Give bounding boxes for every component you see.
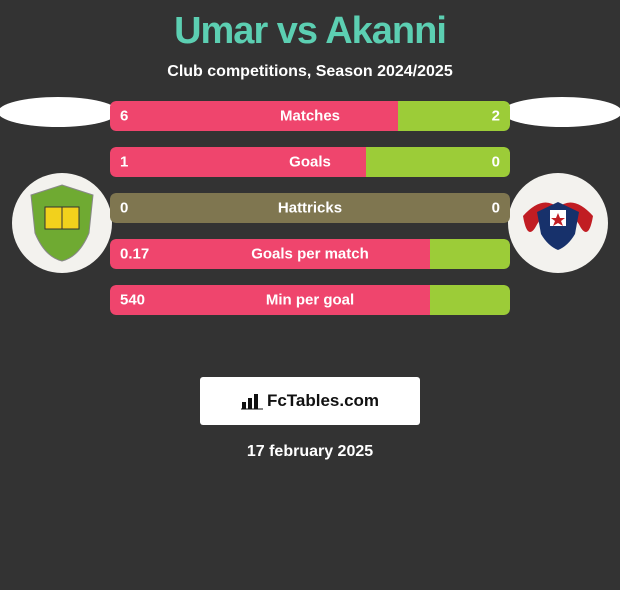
stat-label: Goals	[110, 154, 510, 171]
stat-bar: 540Min per goal	[110, 285, 510, 315]
wings-icon	[513, 188, 603, 258]
page-title: Umar vs Akanni	[0, 10, 620, 53]
fctables-watermark: FcTables.com	[200, 377, 420, 425]
stat-label: Min per goal	[110, 292, 510, 309]
shield-icon	[27, 183, 97, 263]
stat-bar: 10Goals	[110, 147, 510, 177]
club-badge-left	[12, 173, 112, 273]
spotlight-oval-right	[502, 97, 620, 127]
subtitle: Club competitions, Season 2024/2025	[0, 63, 620, 81]
club-badge-right	[508, 173, 608, 273]
stat-bar: 00Hattricks	[110, 193, 510, 223]
bar-chart-icon	[241, 392, 263, 410]
date-text: 17 february 2025	[0, 443, 620, 461]
brand-text: FcTables.com	[267, 391, 379, 411]
stat-bars: 62Matches 10Goals 00Hattricks 0.17Goals per…	[110, 101, 510, 331]
stat-bar: 62Matches	[110, 101, 510, 131]
spotlight-oval-left	[0, 97, 118, 127]
stat-label: Goals per match	[110, 246, 510, 263]
stat-label: Matches	[110, 108, 510, 125]
comparison-arena: 62Matches 10Goals 00Hattricks 0.17Goals per…	[0, 101, 620, 361]
stat-bar: 0.17Goals per match	[110, 239, 510, 269]
stat-label: Hattricks	[110, 200, 510, 217]
